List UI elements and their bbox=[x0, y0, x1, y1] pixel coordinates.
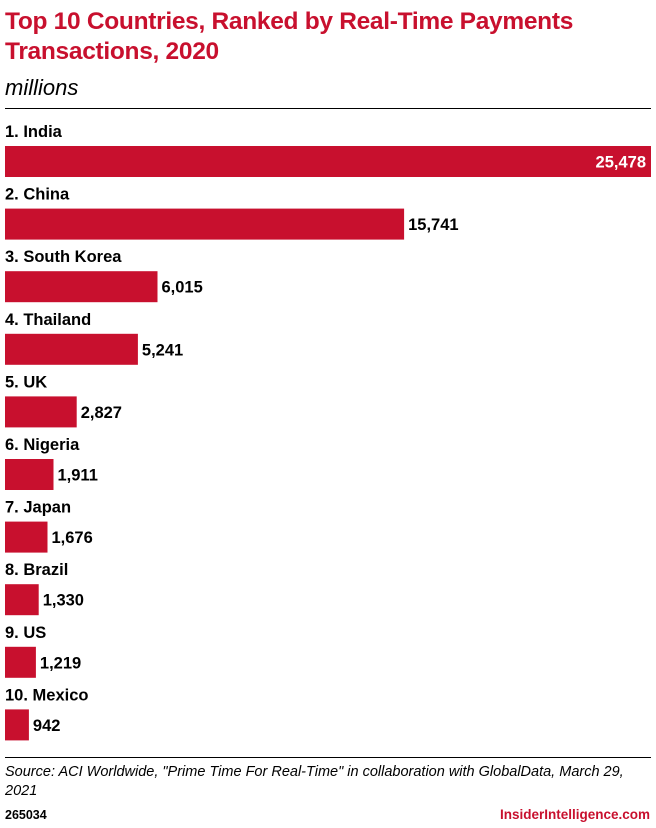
chart-subtitle: millions bbox=[5, 75, 79, 100]
bar bbox=[5, 146, 651, 177]
bar bbox=[5, 584, 39, 616]
bar bbox=[5, 208, 405, 240]
value-label: 1,219 bbox=[40, 654, 81, 672]
value-label: 942 bbox=[33, 717, 61, 735]
category-label: 7. Japan bbox=[5, 499, 71, 517]
value-label: 6,015 bbox=[162, 279, 203, 297]
bar bbox=[5, 521, 48, 553]
category-label: 4. Thailand bbox=[5, 311, 91, 329]
bar bbox=[5, 459, 54, 490]
category-label: 1. India bbox=[5, 123, 63, 141]
value-label: 5,241 bbox=[142, 341, 183, 359]
chart-id: 265034 bbox=[5, 808, 47, 822]
value-label: 15,741 bbox=[408, 216, 458, 234]
source-note: Source: ACI Worldwide, "Prime Time For R… bbox=[5, 764, 624, 799]
bar bbox=[5, 333, 138, 365]
bar bbox=[5, 271, 158, 303]
value-label: 2,827 bbox=[81, 404, 122, 422]
category-label: 5. UK bbox=[5, 373, 47, 391]
top-divider bbox=[5, 108, 651, 109]
category-label: 2. China bbox=[5, 186, 70, 204]
bar bbox=[5, 709, 29, 741]
bar bbox=[5, 396, 77, 428]
category-label: 8. Brazil bbox=[5, 561, 68, 579]
chart-title: Top 10 Countries, Ranked by Real-Time Pa… bbox=[5, 8, 574, 65]
value-label: 1,911 bbox=[58, 467, 98, 485]
value-label: 1,676 bbox=[52, 529, 93, 547]
value-label: 1,330 bbox=[43, 592, 84, 610]
brand-logo[interactable]: InsiderIntelligence.com bbox=[499, 807, 650, 822]
bar bbox=[5, 646, 36, 678]
bar-chart: 1. India 25,478 2. China 15,741 3. South Kor… bbox=[5, 123, 651, 741]
bottom-divider bbox=[5, 757, 651, 758]
category-label: 6. Nigeria bbox=[5, 436, 80, 454]
category-label: 3. South Korea bbox=[5, 248, 122, 266]
category-label: 10. Mexico bbox=[5, 686, 88, 704]
value-label: 25,478 bbox=[596, 154, 646, 172]
category-label: 9. US bbox=[5, 624, 46, 642]
